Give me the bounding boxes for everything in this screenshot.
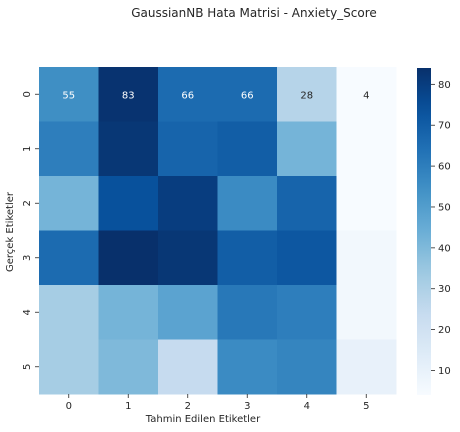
x-axis-label: Tahmin Edilen Etiketler bbox=[145, 414, 261, 425]
cell-annotation-r0-c4: 28 bbox=[300, 90, 313, 101]
heatmap-cell-r5-c2 bbox=[158, 339, 218, 395]
heatmap-cell-r2-c1 bbox=[98, 176, 159, 231]
x-tick-label: 2 bbox=[185, 401, 191, 412]
heatmap-cell-r4-c1 bbox=[98, 285, 159, 340]
heatmap-cell-r2-c5 bbox=[336, 176, 397, 231]
heatmap-cells bbox=[39, 67, 397, 395]
heatmap-cell-r1-c5 bbox=[336, 121, 397, 177]
heatmap-cell-r2-c3 bbox=[217, 176, 278, 231]
colorbar-tick-label: 50 bbox=[438, 202, 451, 213]
heatmap-cell-r3-c3 bbox=[217, 230, 278, 286]
heatmap-cell-r2-c0 bbox=[39, 176, 99, 231]
heatmap-cell-r2-c2 bbox=[158, 176, 218, 231]
y-tick-label: 5 bbox=[22, 364, 33, 370]
heatmap-cell-r1-c3 bbox=[217, 121, 278, 177]
y-tick-label: 0 bbox=[22, 91, 33, 97]
heatmap-cell-r3-c1 bbox=[98, 230, 159, 286]
colorbar-tick-label: 30 bbox=[438, 284, 451, 295]
heatmap-cell-r5-c1 bbox=[98, 339, 159, 395]
cell-annotation-r0-c0: 55 bbox=[62, 90, 75, 101]
chart-title: GaussianNB Hata Matrisi - Anxiety_Score bbox=[131, 6, 377, 20]
heatmap-cell-r5-c0 bbox=[39, 339, 99, 395]
cell-annotation-r0-c2: 66 bbox=[181, 90, 194, 101]
colorbar-tick-label: 70 bbox=[438, 121, 451, 132]
cell-annotation-r0-c3: 66 bbox=[241, 90, 254, 101]
heatmap-cell-r1-c0 bbox=[39, 121, 99, 177]
heatmap-cell-r0-c3 bbox=[217, 67, 278, 122]
cell-annotation-r0-c5: 4 bbox=[363, 90, 369, 101]
heatmap-cell-r3-c2 bbox=[158, 230, 218, 286]
x-tick-label: 1 bbox=[125, 401, 131, 412]
x-tick-label: 0 bbox=[66, 401, 72, 412]
y-tick-label: 2 bbox=[22, 200, 33, 206]
colorbar-tick-label: 60 bbox=[438, 162, 451, 173]
heatmap-cell-r1-c1 bbox=[98, 121, 159, 177]
colorbar-tick-label: 20 bbox=[438, 325, 451, 336]
heatmap-cell-r4-c3 bbox=[217, 285, 278, 340]
colorbar bbox=[417, 68, 431, 395]
heatmap-cell-r0-c5 bbox=[336, 67, 397, 122]
heatmap-cell-r0-c4 bbox=[277, 67, 337, 122]
y-tick-label: 3 bbox=[22, 255, 33, 261]
heatmap-cell-r4-c2 bbox=[158, 285, 218, 340]
heatmap-cell-r2-c4 bbox=[277, 176, 337, 231]
heatmap-cell-r4-c5 bbox=[336, 285, 397, 340]
heatmap-cell-r3-c0 bbox=[39, 230, 99, 286]
x-tick-label: 5 bbox=[363, 401, 369, 412]
heatmap-cell-r1-c2 bbox=[158, 121, 218, 177]
x-tick-label: 4 bbox=[304, 401, 310, 412]
y-tick-label: 4 bbox=[22, 309, 33, 315]
heatmap-cell-r5-c4 bbox=[277, 339, 337, 395]
heatmap-cell-r5-c5 bbox=[336, 339, 397, 395]
cell-annotations: 55 83 66 66 28 4 bbox=[62, 90, 369, 101]
heatmap-cell-r0-c2 bbox=[158, 67, 218, 122]
x-axis-ticks: 0 1 2 3 4 5 bbox=[66, 394, 369, 412]
colorbar-ticks: 10 20 30 40 50 60 70 80 bbox=[431, 80, 451, 377]
heatmap-cell-r1-c4 bbox=[277, 121, 337, 177]
heatmap-cell-r3-c4 bbox=[277, 230, 337, 286]
heatmap-cell-r5-c3 bbox=[217, 339, 278, 395]
y-tick-label: 1 bbox=[22, 146, 33, 152]
heatmap-cell-r0-c1 bbox=[98, 67, 159, 122]
heatmap-cell-r0-c0 bbox=[39, 67, 99, 122]
heatmap-cell-r4-c4 bbox=[277, 285, 337, 340]
y-axis-label: Gerçek Etiketler bbox=[5, 191, 16, 272]
heatmap-cell-r4-c0 bbox=[39, 285, 99, 340]
cell-annotation-r0-c1: 83 bbox=[122, 90, 135, 101]
x-tick-label: 3 bbox=[244, 401, 250, 412]
heatmap-cell-r3-c5 bbox=[336, 230, 397, 286]
colorbar-tick-label: 80 bbox=[438, 80, 451, 91]
colorbar-tick-label: 10 bbox=[438, 366, 451, 377]
y-axis-ticks: 0 1 2 3 4 5 bbox=[22, 91, 39, 370]
colorbar-tick-label: 40 bbox=[438, 243, 451, 254]
